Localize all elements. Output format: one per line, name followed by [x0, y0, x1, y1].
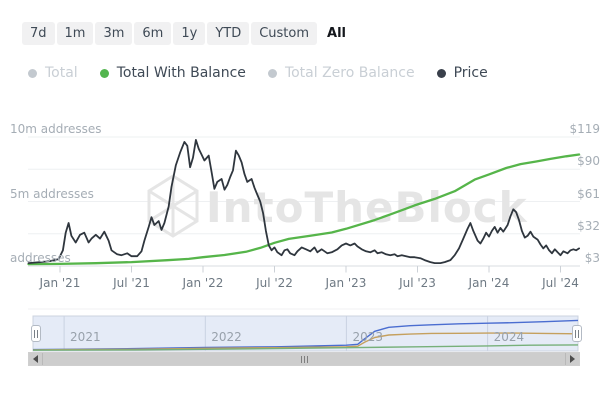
range-button-1m[interactable]: 1m — [56, 22, 94, 45]
range-selector-toolbar: 7d 1m 3m 6m 1y YTD Custom All — [22, 22, 354, 45]
x-axis-label: Jan '24 — [468, 276, 510, 290]
legend-label: Price — [453, 65, 488, 81]
legend-dot-total-with-balance — [99, 68, 109, 78]
navigator-selected-area[interactable] — [33, 316, 578, 351]
navigator-left-handle[interactable] — [31, 325, 41, 342]
x-axis-label: Jul '24 — [542, 276, 579, 290]
legend-item-total[interactable]: Total — [28, 65, 78, 81]
legend-dot-total — [28, 68, 37, 78]
x-axis-label: Jul '21 — [113, 276, 150, 290]
y-axis-right-label: $119 — [569, 122, 600, 136]
legend-label: Total — [45, 65, 78, 81]
navigator-right-handle[interactable] — [572, 325, 582, 342]
y-axis-right-label: $32 — [577, 218, 600, 233]
scroll-right-arrow[interactable] — [566, 353, 579, 365]
range-button-all[interactable]: All — [319, 22, 354, 45]
x-axis-label: Jan '23 — [325, 276, 367, 290]
legend-item-total-zero-balance[interactable]: Total Zero Balance — [267, 65, 415, 81]
range-button-7d[interactable]: 7d — [22, 22, 55, 45]
scrollbar-thumb[interactable] — [42, 353, 566, 365]
x-axis-label: Jul '22 — [256, 276, 293, 290]
series-lines — [27, 138, 581, 266]
chart-legend: Total Total With Balance Total Zero Balanc… — [28, 65, 488, 81]
intotheblock-watermark: IntoTheBlock — [147, 174, 528, 238]
cube-wireframe-icon — [147, 174, 199, 238]
scroll-left-arrow[interactable] — [29, 353, 42, 365]
watermark-text: IntoTheBlock — [206, 183, 528, 232]
range-button-6m[interactable]: 6m — [134, 22, 172, 45]
y-axis-left-label: 5m addresses — [10, 186, 94, 201]
legend-label: Total Zero Balance — [284, 65, 415, 81]
y-axis-right-label: $3 — [584, 251, 600, 265]
thumb-grip — [300, 355, 302, 363]
legend-label: Total With Balance — [116, 65, 246, 81]
x-axis-label: Jul '23 — [399, 276, 436, 290]
y-axis-left-label: 10m addresses — [10, 122, 102, 136]
legend-item-price[interactable]: Price — [436, 65, 488, 81]
legend-dot-price — [436, 68, 446, 78]
chart-scrollbar[interactable] — [28, 352, 580, 366]
legend-item-total-with-balance[interactable]: Total With Balance — [99, 65, 246, 81]
legend-dot-total-zero-balance — [267, 68, 277, 78]
range-button-1y[interactable]: 1y — [173, 22, 206, 45]
x-axis-label: Jan '22 — [182, 276, 224, 290]
range-button-custom[interactable]: Custom — [251, 22, 318, 45]
range-button-ytd[interactable]: YTD — [207, 22, 250, 45]
y-axis-right-label: $90 — [577, 154, 600, 169]
range-button-3m[interactable]: 3m — [95, 22, 133, 45]
y-axis-left-label: addresses — [10, 251, 71, 265]
y-axis-right-label: $61 — [577, 186, 600, 201]
x-axis-label: Jan '21 — [39, 276, 81, 290]
